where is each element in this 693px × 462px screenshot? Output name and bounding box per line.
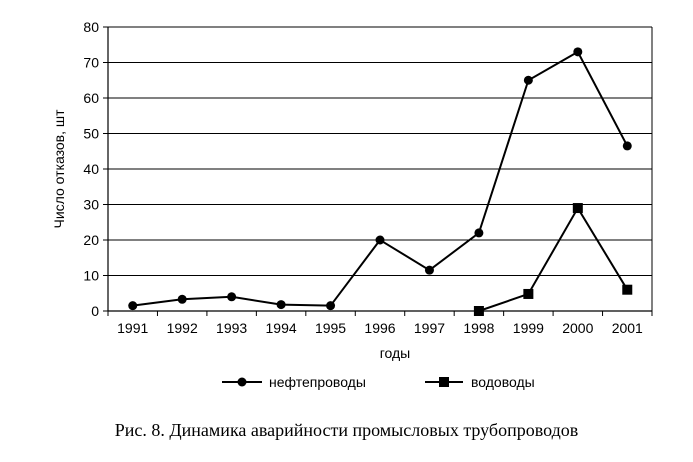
y-tick-label: 50 [83,126,99,142]
legend: нефтепроводы водоводы [222,374,535,390]
data-point [473,306,484,316]
data-point [523,288,534,299]
legend-marker [439,377,449,387]
legend-item: нефтепроводы [222,374,366,390]
series-2 [473,203,633,316]
legend-label: нефтепроводы [269,374,366,390]
y-tick-label: 80 [83,19,99,35]
x-tick-label: 2000 [562,320,593,336]
x-axis-label: годы [380,345,411,361]
data-point [424,265,434,275]
y-axis-label: Число отказов, шт [51,109,67,229]
x-tick-label: 1993 [216,320,247,336]
data-point [622,141,632,151]
data-point [276,300,286,310]
y-tick-label: 30 [83,197,99,213]
x-tick-label: 1994 [266,320,297,336]
x-tick-labels: 1991 1992 1993 1994 1995 1996 1997 1998 1999 2000… [117,320,643,336]
y-tick-label: 0 [91,303,99,319]
x-tick-label: 2001 [612,320,643,336]
x-tick-label: 1997 [414,320,445,336]
data-point [375,235,385,245]
data-point [523,75,533,85]
y-tick-label: 40 [83,161,99,177]
data-point [622,284,633,295]
x-tick-label: 1998 [463,320,494,336]
data-point [573,47,583,57]
data-point [572,203,583,214]
legend-marker [237,377,247,387]
figure-caption: Рис. 8. Динамика аварийности промысловых… [114,420,579,440]
legend-item: водоводы [425,374,535,390]
series-group [128,47,633,316]
data-point [326,301,336,311]
x-tick-label: 1996 [364,320,395,336]
gridlines [108,26,652,276]
y-tick-label: 70 [83,55,99,71]
x-tick-label: 1991 [117,320,148,336]
y-tick-label: 10 [83,268,99,284]
legend-label: водоводы [471,374,535,390]
data-point [128,301,138,311]
data-point [227,292,237,302]
data-point [474,228,484,238]
y-tick-label: 20 [83,232,99,248]
y-tick-label: 60 [83,90,99,106]
data-point [177,294,187,304]
x-tick-label: 1995 [315,320,346,336]
y-tick-labels: 0 10 20 30 40 50 60 70 80 [83,19,99,319]
x-tick-label: 1999 [513,320,544,336]
axes [103,26,653,316]
series-1 [128,47,632,311]
series-line [478,206,629,312]
series-line [132,50,629,307]
x-tick-label: 1992 [167,320,198,336]
